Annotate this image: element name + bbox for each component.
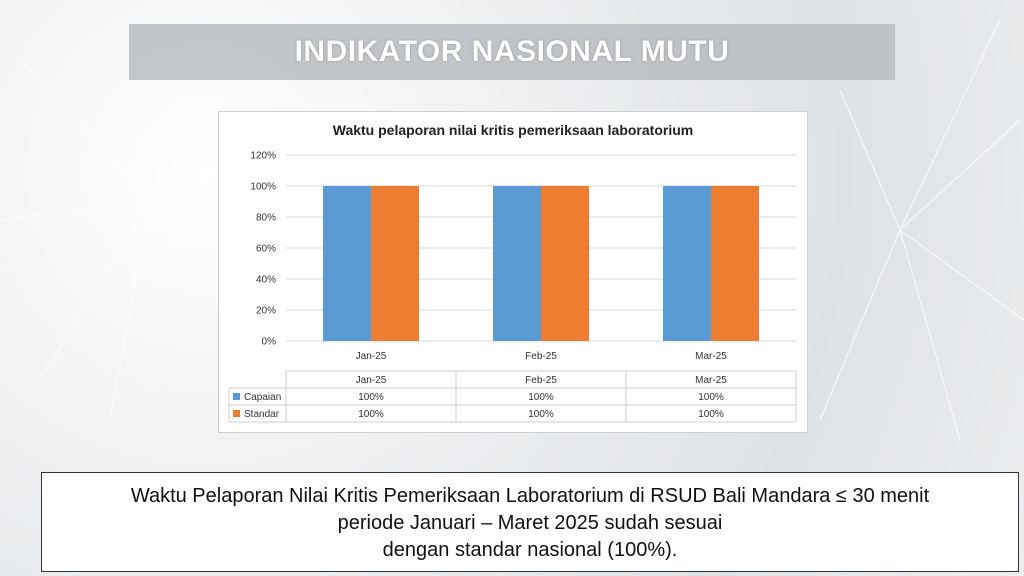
y-tick-label: 120% xyxy=(250,151,276,162)
table-cell: 100% xyxy=(528,409,554,420)
caption-box: Waktu Pelaporan Nilai Kritis Pemeriksaan… xyxy=(41,472,1019,572)
x-tick-label: Mar-25 xyxy=(695,351,727,362)
legend-key-capaian xyxy=(233,393,240,400)
table-cell: 100% xyxy=(698,392,724,403)
bar-standar xyxy=(541,186,589,341)
bar-capaian xyxy=(493,186,541,341)
table-cell: 100% xyxy=(698,409,724,420)
table-cell: 100% xyxy=(358,392,384,403)
x-tick-label: Feb-25 xyxy=(525,351,557,362)
caption-line-2: periode Januari – Maret 2025 sudah sesua… xyxy=(337,512,723,534)
page-title: INDIKATOR NASIONAL MUTU xyxy=(294,35,730,68)
y-tick-label: 0% xyxy=(262,337,277,348)
y-tick-label: 80% xyxy=(256,213,276,224)
header-band: INDIKATOR NASIONAL MUTU xyxy=(129,24,895,80)
table-row-label: Capaian xyxy=(244,392,281,403)
table-cell: 100% xyxy=(358,409,384,420)
table-header-cell: Jan-25 xyxy=(356,375,387,386)
bar-standar xyxy=(371,186,419,341)
bar-chart: 0% 20% 40% 60% 80% 100% 120% Jan-25 Feb-25 Mar-25… xyxy=(228,151,797,423)
y-tick-label: 40% xyxy=(256,275,276,286)
table-header-cell: Mar-25 xyxy=(695,375,727,386)
legend-key-standar xyxy=(233,410,240,417)
y-tick-label: 60% xyxy=(256,244,276,255)
bar-standar xyxy=(711,186,759,341)
table-cell: 100% xyxy=(528,392,554,403)
chart-title: Waktu pelaporan nilai kritis pemeriksaan… xyxy=(332,122,694,138)
y-tick-label: 20% xyxy=(256,306,276,317)
chart-card: 0% 20% 40% 60% 80% 100% 120% Jan-25 Feb-25 Mar-25… xyxy=(218,111,808,433)
caption-line-1: Waktu Pelaporan Nilai Kritis Pemeriksaan… xyxy=(130,485,930,507)
table-header-cell: Feb-25 xyxy=(525,375,557,386)
y-tick-label: 100% xyxy=(250,182,276,193)
table-row-label: Standar xyxy=(244,409,280,420)
bar-capaian xyxy=(663,186,711,341)
caption-line-3: dengan standar nasional (100%). xyxy=(382,539,678,561)
x-tick-label: Jan-25 xyxy=(356,351,387,362)
bar-capaian xyxy=(323,186,371,341)
